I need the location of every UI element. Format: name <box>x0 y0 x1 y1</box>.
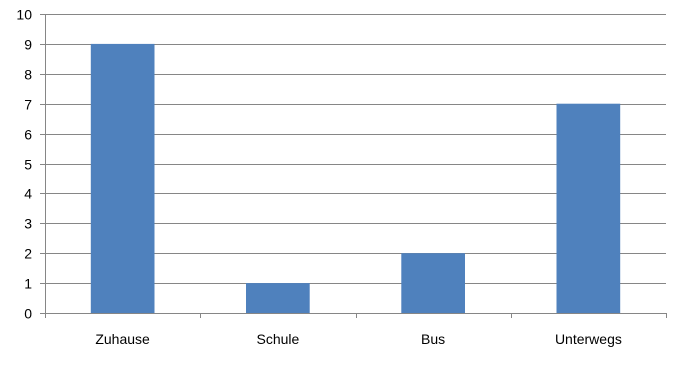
y-tick-label-8: 8 <box>24 67 32 83</box>
axes <box>40 14 667 318</box>
y-tick-label-6: 6 <box>24 127 32 143</box>
y-tick-label-9: 9 <box>24 37 32 53</box>
x-tick-label-bus: Bus <box>421 331 445 347</box>
y-tick-label-2: 2 <box>24 246 32 262</box>
bar-bus <box>401 253 465 313</box>
y-tick-label-7: 7 <box>24 97 32 113</box>
bar-zuhause <box>90 43 155 314</box>
y-tick-labels: 0 1 2 3 4 5 6 7 8 9 10 <box>16 7 32 322</box>
x-tick-label-unterwegs: Unterwegs <box>555 331 622 347</box>
y-tick-label-1: 1 <box>24 276 32 292</box>
x-tick-label-zuhause: Zuhause <box>95 331 150 347</box>
y-tick-label-3: 3 <box>24 216 32 232</box>
x-tick-labels: Zuhause Schule Bus Unterwegs <box>95 331 622 347</box>
y-tick-label-4: 4 <box>24 186 32 202</box>
bar-unterwegs <box>556 103 621 313</box>
x-tick-label-schule: Schule <box>256 331 299 347</box>
bar-schule <box>246 283 310 313</box>
y-tick-label-10: 10 <box>16 7 32 23</box>
y-tick-label-0: 0 <box>24 306 32 322</box>
y-tick-label-5: 5 <box>24 157 32 173</box>
bars <box>90 43 621 314</box>
